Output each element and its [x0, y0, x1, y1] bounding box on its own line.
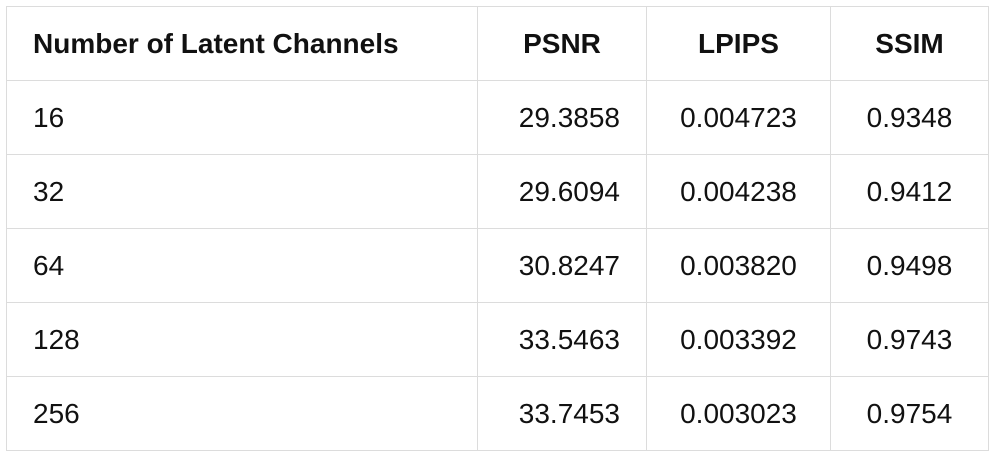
cell-lpips: 0.004723 [646, 80, 831, 155]
cell-psnr: 29.3858 [477, 80, 647, 155]
header-psnr: PSNR [477, 6, 647, 81]
cell-ssim: 0.9743 [830, 302, 989, 377]
table-row: 64 30.8247 0.003820 0.9498 [6, 228, 989, 303]
header-row: Number of Latent Channels PSNR LPIPS SSI… [6, 6, 989, 81]
cell-psnr: 33.7453 [477, 376, 647, 451]
cell-psnr: 29.6094 [477, 154, 647, 229]
cell-latent-channels: 64 [6, 228, 478, 303]
cell-lpips: 0.003392 [646, 302, 831, 377]
table-row: 128 33.5463 0.003392 0.9743 [6, 302, 989, 377]
header-latent-channels: Number of Latent Channels [6, 6, 478, 81]
cell-latent-channels: 128 [6, 302, 478, 377]
table-row: 16 29.3858 0.004723 0.9348 [6, 80, 989, 155]
header-ssim: SSIM [830, 6, 989, 81]
cell-latent-channels: 32 [6, 154, 478, 229]
cell-ssim: 0.9412 [830, 154, 989, 229]
cell-lpips: 0.003820 [646, 228, 831, 303]
cell-psnr: 33.5463 [477, 302, 647, 377]
cell-lpips: 0.004238 [646, 154, 831, 229]
cell-ssim: 0.9498 [830, 228, 989, 303]
header-lpips: LPIPS [646, 6, 831, 81]
cell-latent-channels: 256 [6, 376, 478, 451]
cell-latent-channels: 16 [6, 80, 478, 155]
cell-ssim: 0.9754 [830, 376, 989, 451]
results-table: Number of Latent Channels PSNR LPIPS SSI… [6, 6, 989, 451]
table-header: Number of Latent Channels PSNR LPIPS SSI… [6, 6, 989, 81]
cell-ssim: 0.9348 [830, 80, 989, 155]
table-body: 16 29.3858 0.004723 0.9348 32 29.6094 0.… [6, 80, 989, 451]
table-row: 32 29.6094 0.004238 0.9412 [6, 154, 989, 229]
table-row: 256 33.7453 0.003023 0.9754 [6, 376, 989, 451]
cell-lpips: 0.003023 [646, 376, 831, 451]
cell-psnr: 30.8247 [477, 228, 647, 303]
results-table-container: Number of Latent Channels PSNR LPIPS SSI… [6, 6, 989, 451]
